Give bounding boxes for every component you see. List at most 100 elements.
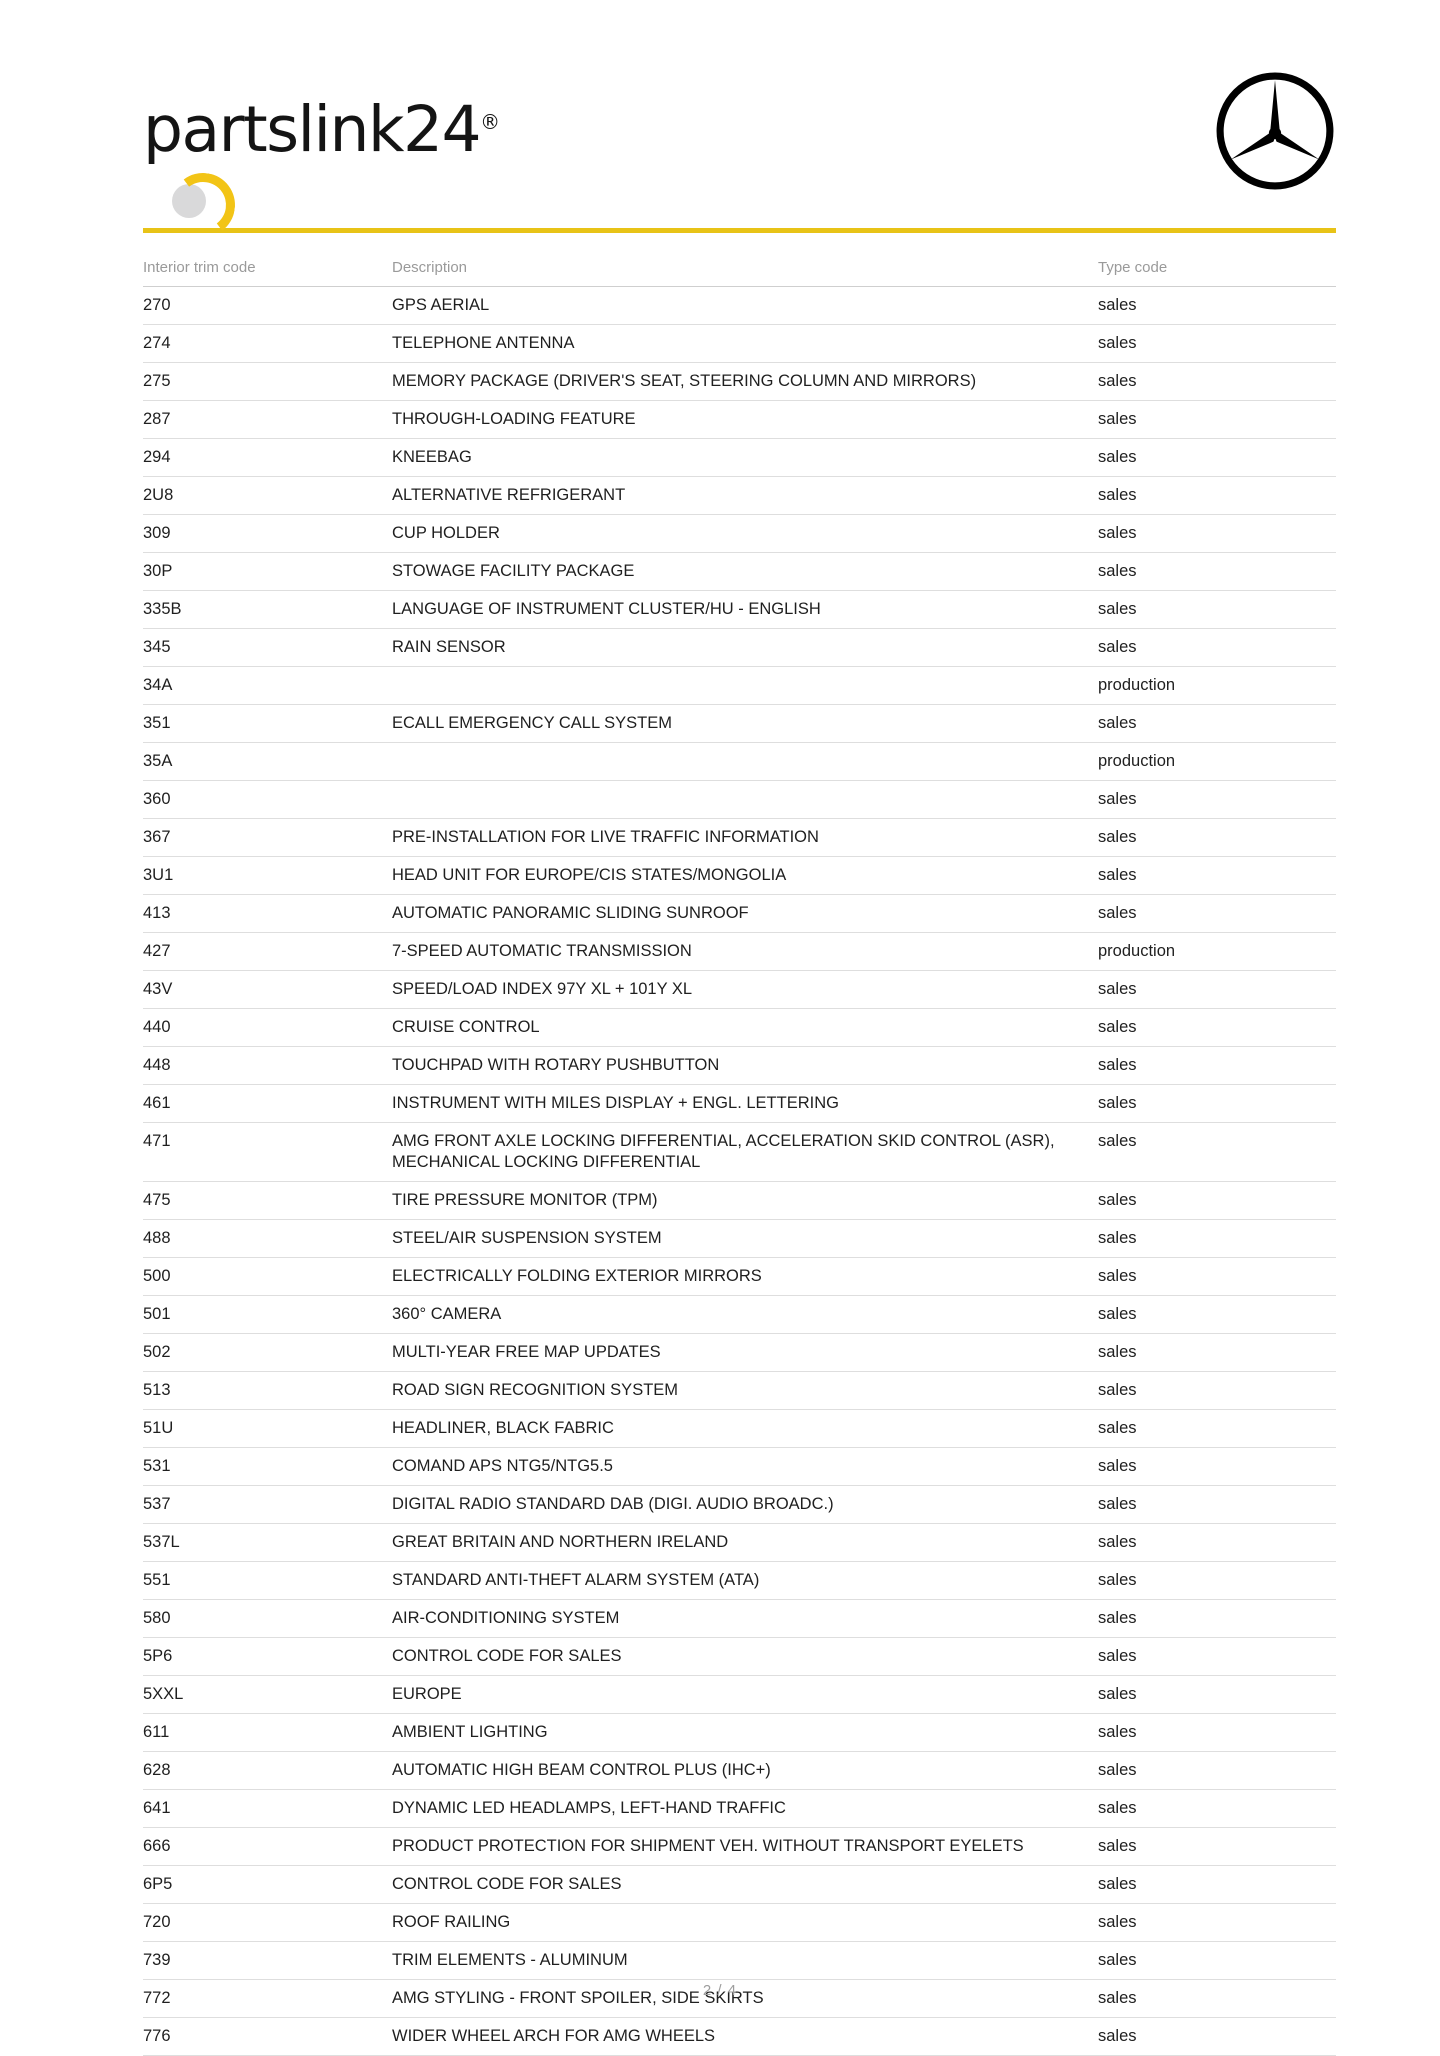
cell-description: TELEPHONE ANTENNA [392,334,575,352]
table-row[interactable]: 34A production [143,667,1336,705]
cell-interior-trim-code: 35A [143,752,173,770]
cell-type-code: sales [1098,790,1137,808]
cell-interior-trim-code: 3U1 [143,866,174,884]
column-header-type-code: Type code [1098,259,1168,276]
cell-description: STEEL/AIR SUSPENSION SYSTEM [392,1229,662,1247]
table-row[interactable]: 739 TRIM ELEMENTS - ALUMINUM sales [143,1942,1336,1980]
table-row[interactable]: 628 AUTOMATIC HIGH BEAM CONTROL PLUS (IHC… [143,1752,1336,1790]
table-row[interactable]: 43V SPEED/LOAD INDEX 97Y XL + 101Y XL sale… [143,971,1336,1009]
cell-description: ECALL EMERGENCY CALL SYSTEM [392,714,672,732]
table-row[interactable]: 309 CUP HOLDER sales [143,515,1336,553]
table-row[interactable]: 2U8 ALTERNATIVE REFRIGERANT sales [143,477,1336,515]
table-row[interactable]: 531 COMAND APS NTG5/NTG5.5 sales [143,1448,1336,1486]
table-row[interactable]: 551 STANDARD ANTI-THEFT ALARM SYSTEM (ATA… [143,1562,1336,1600]
table-row[interactable]: 448 TOUCHPAD WITH ROTARY PUSHBUTTON sales [143,1047,1336,1085]
table-row[interactable]: 30P STOWAGE FACILITY PACKAGE sales [143,553,1336,591]
cell-type-code: sales [1098,486,1137,504]
table-row[interactable]: 580 AIR-CONDITIONING SYSTEM sales [143,1600,1336,1638]
cell-type-code: sales [1098,904,1137,922]
table-row[interactable]: 5XXL EUROPE sales [143,1676,1336,1714]
table-row[interactable]: 270 GPS AERIAL sales [143,287,1336,325]
table-row[interactable]: 502 MULTI-YEAR FREE MAP UPDATES sales [143,1334,1336,1372]
cell-interior-trim-code: 471 [143,1132,171,1150]
cell-description: DIGITAL RADIO STANDARD DAB (DIGI. AUDIO … [392,1495,834,1513]
cell-description: ALTERNATIVE REFRIGERANT [392,486,626,504]
table-row[interactable]: 666 PRODUCT PROTECTION FOR SHIPMENT VEH. … [143,1828,1336,1866]
cell-description: WIDER WHEEL ARCH FOR AMG WHEELS [392,2027,716,2045]
cell-description: SPEED/LOAD INDEX 97Y XL + 101Y XL [392,980,693,998]
table-row[interactable]: 776 WIDER WHEEL ARCH FOR AMG WHEELS sales [143,2018,1336,2056]
cell-description: GPS AERIAL [392,296,490,314]
table-row[interactable]: 440 CRUISE CONTROL sales [143,1009,1336,1047]
table-row[interactable]: 275 MEMORY PACKAGE (DRIVER'S SEAT, STEERI… [143,363,1336,401]
cell-interior-trim-code: 34A [143,676,173,694]
table-row[interactable]: 720 ROOF RAILING sales [143,1904,1336,1942]
table-row[interactable]: 427 7-SPEED AUTOMATIC TRANSMISSION product… [143,933,1336,971]
table-row[interactable]: 501 360° CAMERA sales [143,1296,1336,1334]
table-row[interactable]: 3U1 HEAD UNIT FOR EUROPE/CIS STATES/MONGO… [143,857,1336,895]
table-row[interactable]: 471 AMG FRONT AXLE LOCKING DIFFERENTIAL, … [143,1123,1336,1182]
table-row[interactable]: 513 ROAD SIGN RECOGNITION SYSTEM sales [143,1372,1336,1410]
cell-description: 360° CAMERA [392,1305,502,1323]
table-row[interactable]: 351 ECALL EMERGENCY CALL SYSTEM sales [143,705,1336,743]
mercedes-benz-star-icon [1214,70,1336,192]
table-row[interactable]: 413 AUTOMATIC PANORAMIC SLIDING SUNROOF sa… [143,895,1336,933]
table-row[interactable]: 475 TIRE PRESSURE MONITOR (TPM) sales [143,1182,1336,1220]
cell-interior-trim-code: 580 [143,1609,171,1627]
cell-type-code: sales [1098,600,1137,618]
cell-type-code: sales [1098,1343,1137,1361]
table-row[interactable]: 360 sales [143,781,1336,819]
column-header-interior-trim-code: Interior trim code [143,259,256,276]
table-row[interactable]: 537L GREAT BRITAIN AND NORTHERN IRELAND sa… [143,1524,1336,1562]
table-row[interactable]: 51U HEADLINER, BLACK FABRIC sales [143,1410,1336,1448]
cell-type-code: sales [1098,2027,1137,2045]
cell-interior-trim-code: 294 [143,448,171,466]
cell-type-code: sales [1098,714,1137,732]
table-row[interactable]: 367 PRE-INSTALLATION FOR LIVE TRAFFIC INF… [143,819,1336,857]
cell-description: AUTOMATIC PANORAMIC SLIDING SUNROOF [392,904,749,922]
cell-type-code: sales [1098,1419,1137,1437]
cell-description: AIR-CONDITIONING SYSTEM [392,1609,620,1627]
table-row[interactable]: 488 STEEL/AIR SUSPENSION SYSTEM sales [143,1220,1336,1258]
table-row[interactable]: 274 TELEPHONE ANTENNA sales [143,325,1336,363]
cell-interior-trim-code: 5P6 [143,1647,173,1665]
cell-description: AMBIENT LIGHTING [392,1723,548,1741]
cell-interior-trim-code: 351 [143,714,171,732]
cell-interior-trim-code: 475 [143,1191,171,1209]
table-row[interactable]: 345 RAIN SENSOR sales [143,629,1336,667]
cell-type-code: sales [1098,448,1137,466]
table-row[interactable]: 461 INSTRUMENT WITH MILES DISPLAY + ENGL.… [143,1085,1336,1123]
cell-type-code: sales [1098,1305,1137,1323]
document-header: partslink24® [143,70,1336,242]
table-row[interactable]: 35A production [143,743,1336,781]
cell-interior-trim-code: 360 [143,790,171,808]
cell-interior-trim-code: 611 [143,1723,170,1741]
cell-type-code: sales [1098,1229,1137,1247]
cell-description: AMG STYLING - FRONT SPOILER, SIDE SKIRTS [392,1989,764,2007]
cell-type-code: sales [1098,1647,1137,1665]
table-row[interactable]: 5P6 CONTROL CODE FOR SALES sales [143,1638,1336,1676]
cell-type-code: sales [1098,1094,1137,1112]
brand-wordmark: partslink24® [143,98,500,161]
table-row[interactable]: 335B LANGUAGE OF INSTRUMENT CLUSTER/HU - … [143,591,1336,629]
cell-interior-trim-code: 6P5 [143,1875,173,1893]
table-row[interactable]: 641 DYNAMIC LED HEADLAMPS, LEFT-HAND TRAF… [143,1790,1336,1828]
table-row[interactable]: 772 AMG STYLING - FRONT SPOILER, SIDE SKI… [143,1980,1336,2018]
cell-interior-trim-code: 5XXL [143,1685,184,1703]
cell-description: HEAD UNIT FOR EUROPE/CIS STATES/MONGOLIA [392,866,787,884]
cell-interior-trim-code: 502 [143,1343,171,1361]
table-row[interactable]: 294 KNEEBAG sales [143,439,1336,477]
table-row[interactable]: 537 DIGITAL RADIO STANDARD DAB (DIGI. AUD… [143,1486,1336,1524]
cell-description: ELECTRICALLY FOLDING EXTERIOR MIRRORS [392,1267,762,1285]
cell-interior-trim-code: 309 [143,524,171,542]
table-row[interactable]: 6P5 CONTROL CODE FOR SALES sales [143,1866,1336,1904]
table-row[interactable]: 500 ELECTRICALLY FOLDING EXTERIOR MIRRORS… [143,1258,1336,1296]
header-accent-rule [143,228,1336,233]
cell-description: MULTI-YEAR FREE MAP UPDATES [392,1343,661,1361]
cell-type-code: sales [1098,1685,1137,1703]
table-row[interactable]: 611 AMBIENT LIGHTING sales [143,1714,1336,1752]
cell-description: AMG FRONT AXLE LOCKING DIFFERENTIAL, ACC… [392,1132,1055,1171]
table-row[interactable]: 287 THROUGH-LOADING FEATURE sales [143,401,1336,439]
cell-type-code: sales [1098,1495,1137,1513]
cell-interior-trim-code: 666 [143,1837,171,1855]
